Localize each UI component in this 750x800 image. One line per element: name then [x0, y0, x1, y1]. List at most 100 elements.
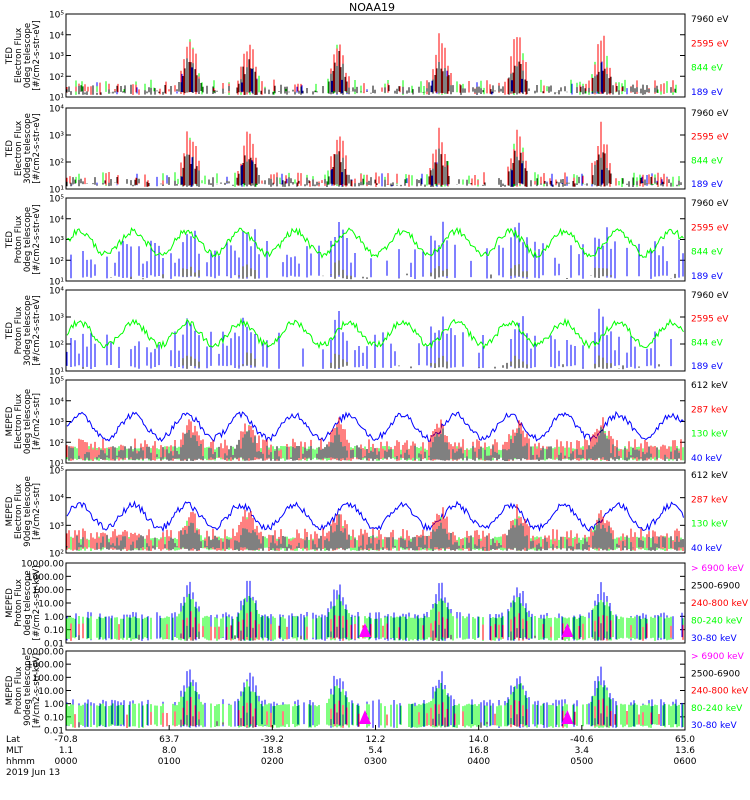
y-tick-label: 10²: [49, 73, 64, 83]
legend-entry: 844 eV: [691, 338, 724, 348]
y-tick-label: 10⁵: [49, 11, 64, 21]
y-tick-label: 100.00: [33, 674, 65, 684]
legend-entry: 7960 eV: [691, 199, 729, 209]
legend-entry: 130 keV: [691, 430, 728, 440]
legend-entry: 80-240 keV: [691, 617, 743, 627]
y-axis-label: 90deg telescope: [23, 476, 33, 547]
y-axis-label: MEPED: [5, 675, 15, 705]
x-row-label: Lat: [6, 735, 21, 745]
y-tick-label: 1.00: [44, 700, 64, 710]
legend-entry: 189 eV: [691, 88, 724, 98]
series-group: [66, 580, 684, 641]
series-189ev: [71, 156, 668, 187]
y-axis-label: MEPED: [5, 588, 15, 618]
series-7960ev: [82, 352, 680, 370]
series-80-240kev: [66, 681, 684, 728]
series-group: [66, 221, 684, 280]
panel-1: 10¹ 10² 10³ 10⁴ 10⁵ TED Electron Flux 0deg tele…: [5, 11, 729, 104]
y-axis-label: [#/cm2-s-str-eV]: [32, 295, 42, 365]
series-gt6900kev-marker: [561, 623, 574, 637]
panel-2: 10¹ 10² 10³ 10⁴ TED Electron Flux 30deg telesc…: [5, 105, 729, 196]
legend-entry: 844 eV: [691, 156, 724, 166]
y-axis-label: 0deg telescope: [23, 570, 33, 635]
y-tick-label: 10⁴: [49, 105, 64, 115]
chart-title: NOAA19: [349, 1, 395, 14]
y-axis-label: MEPED: [5, 406, 15, 436]
y-tick-label: 10000.00: [21, 560, 64, 570]
x-tick-label-mlt: 1.1: [59, 746, 73, 756]
x-tick-label-lat: -40.6: [570, 735, 594, 745]
panel-3: 10¹ 10² 10³ 10⁴ 10⁵ TED Proton Flux 0deg telesc…: [5, 195, 729, 288]
y-tick-label: 10¹: [49, 186, 64, 196]
y-tick-label: 10³: [49, 314, 64, 324]
y-axis-label: 30deg telescope: [23, 113, 33, 184]
legend-entry: 2500-6900: [691, 582, 740, 592]
y-axis-label: 0deg telescope: [23, 389, 33, 454]
x-tick-label-time: 0400: [467, 757, 490, 767]
series-group: [66, 500, 684, 551]
x-tick-label-lat: -39.2: [261, 735, 284, 745]
x-tick-label-mlt: 18.8: [262, 746, 282, 756]
y-tick-label: 10000.00: [21, 648, 64, 658]
x-tick-label-time: 0100: [158, 757, 181, 767]
y-axis-label: [#/cm2-s-str-eV]: [32, 204, 42, 274]
panel-6: 10² 10³ 10⁴ 10⁵ MEPED Electron Flux 90deg tele…: [5, 467, 728, 560]
y-axis-label: Electron Flux: [14, 484, 24, 539]
y-tick-label: 1000.00: [27, 573, 64, 583]
x-tick-label-lat: 65.0: [675, 735, 695, 745]
y-axis-label: 0deg telescope: [23, 207, 33, 272]
x-tick-label-mlt: 16.8: [469, 746, 489, 756]
y-tick-label: 10⁴: [49, 287, 64, 297]
y-tick-label: 0.01: [44, 640, 64, 650]
y-axis-label: Electron Flux: [14, 28, 24, 83]
y-axis-label: Proton Flux: [14, 216, 24, 264]
panel-frame: [65, 107, 686, 190]
legend-entry: 844 eV: [691, 64, 724, 74]
series-844ev: [66, 317, 684, 350]
legend-entry: 2595 eV: [691, 133, 729, 143]
y-tick-label: 10²: [49, 341, 64, 351]
panel-5: 10¹ 10² 10³ 10⁴ 10⁵ MEPED Electron Flux 0deg te…: [5, 377, 728, 470]
series-2500-6900kev: [78, 623, 608, 641]
legend-entry: 844 eV: [691, 248, 724, 258]
y-axis-label: Electron Flux: [14, 121, 24, 176]
series-612kev: [66, 514, 684, 551]
y-tick-label: 10¹: [49, 368, 64, 378]
y-axis-label: [#/cm2-s-str]: [32, 483, 42, 540]
legend-entry: 240-800 keV: [691, 687, 749, 697]
x-row-label: hhmm: [6, 757, 35, 767]
series-30-80kev: [66, 666, 683, 728]
y-axis-label: 90deg telescope: [23, 655, 33, 726]
series-189ev: [70, 221, 684, 279]
series-612kev: [68, 427, 680, 461]
series-7960ev: [66, 51, 676, 95]
legend-entry: 287 keV: [691, 405, 728, 415]
y-axis-label: TED: [5, 139, 15, 158]
panel-frame: [65, 469, 686, 554]
y-axis-label: Proton Flux: [14, 579, 24, 627]
y-axis-label: [#/cm2-s-str]: [32, 393, 42, 450]
x-tick-label-mlt: 3.4: [575, 746, 590, 756]
y-tick-label: 10⁴: [49, 31, 64, 41]
y-tick-label: 10⁴: [49, 215, 64, 225]
y-tick-label: 10³: [49, 418, 64, 428]
y-axis-label: [#/cm2-s-str-eV]: [32, 113, 42, 183]
legend-entry: > 6900 keV: [691, 564, 745, 574]
y-tick-label: 10³: [49, 236, 64, 246]
panel-4: 10¹ 10² 10³ 10⁴ TED Proton Flux 30deg telescop…: [5, 287, 729, 378]
y-axis-label: [#/cm2-s-str-keV]: [32, 566, 42, 641]
series-240-800kev: [70, 611, 684, 641]
y-tick-label: 10²: [49, 159, 64, 169]
y-tick-label: 1000.00: [27, 661, 64, 671]
y-tick-label: 10⁴: [49, 494, 64, 504]
legend-entry: 189 eV: [691, 272, 724, 282]
legend-entry: 40 keV: [691, 454, 723, 464]
x-tick-label-lat: 14.0: [469, 735, 489, 745]
series-group: [66, 410, 684, 461]
x-tick-label-mlt: 5.4: [368, 746, 383, 756]
x-tick-label-time: 0200: [261, 757, 284, 767]
series-group: [66, 308, 684, 370]
series-40kev: [66, 410, 684, 443]
legend-entry: 7960 eV: [691, 15, 729, 25]
